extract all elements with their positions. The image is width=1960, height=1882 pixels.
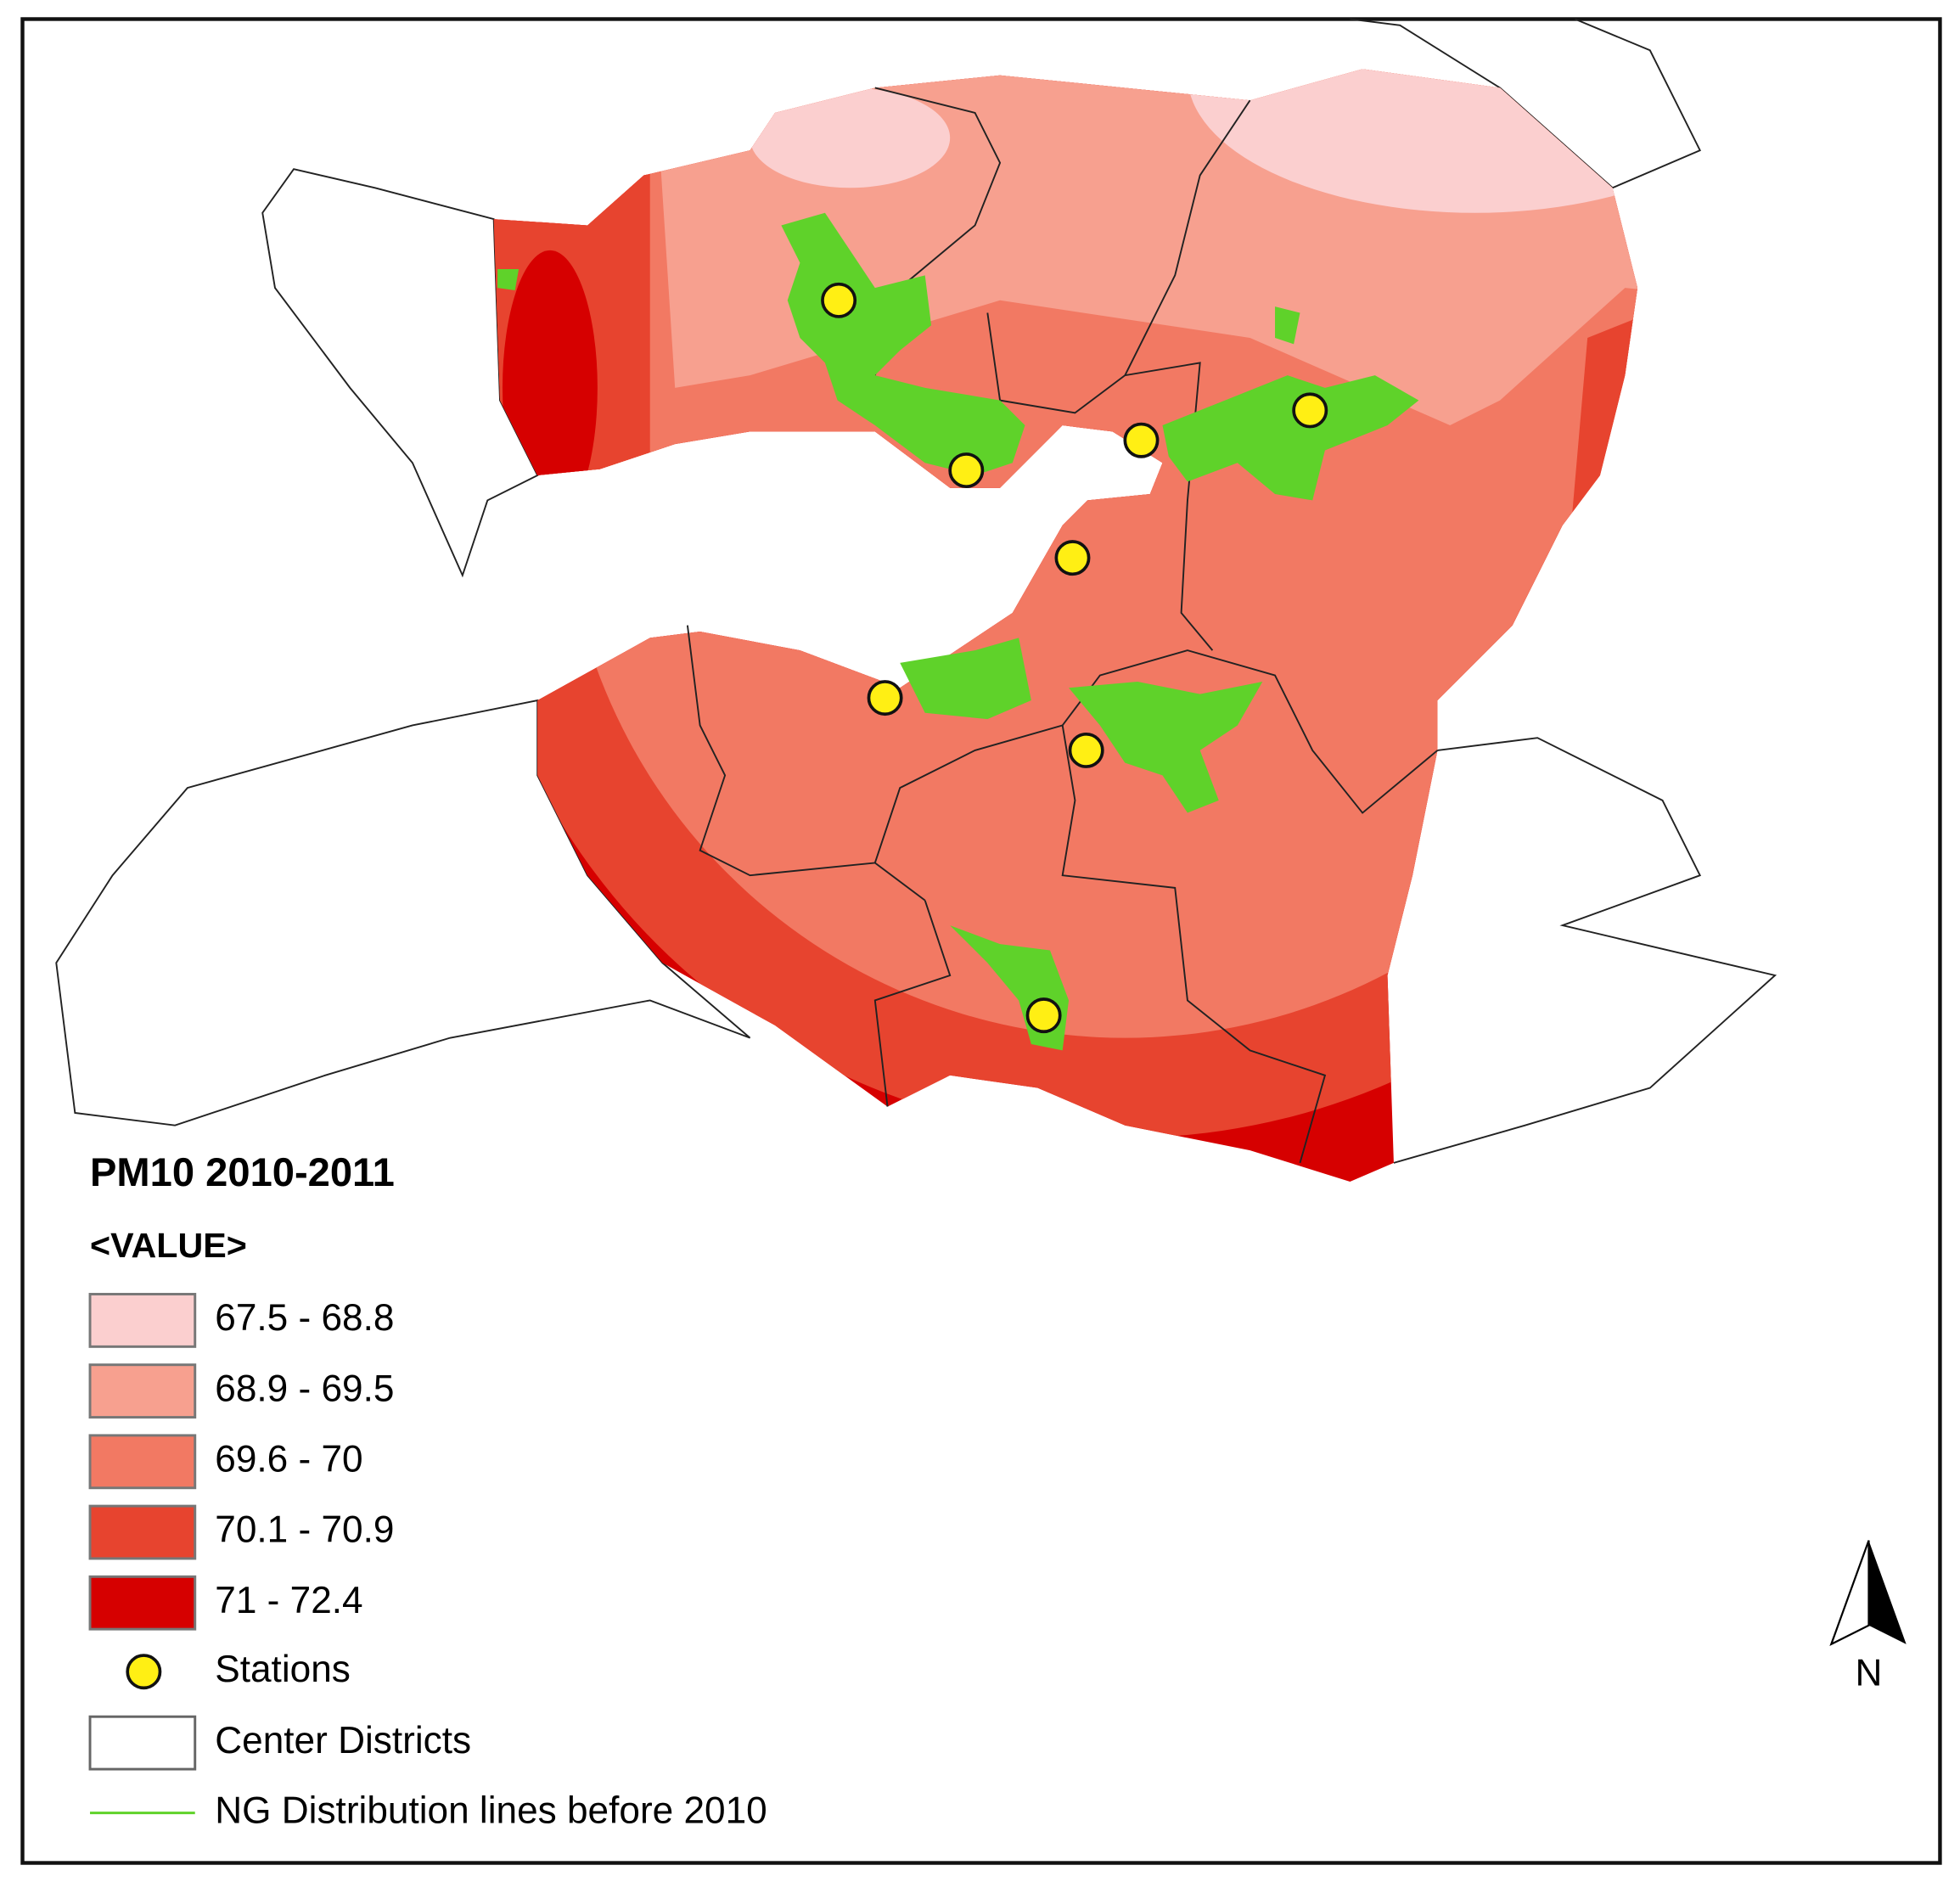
legend-subtitle: <VALUE> bbox=[90, 1226, 247, 1265]
legend-title: PM10 2010-2011 bbox=[90, 1149, 395, 1194]
legend-class-label: 68.9 - 69.5 bbox=[215, 1368, 394, 1409]
ng-lines bbox=[497, 212, 1419, 1051]
legend-lines: NG Distribution lines before 2010 bbox=[215, 1789, 767, 1831]
station bbox=[821, 282, 857, 318]
station bbox=[1292, 392, 1328, 429]
station bbox=[948, 452, 985, 489]
legend-class-label: 67.5 - 68.8 bbox=[215, 1297, 394, 1339]
legend-class-label: 70.1 - 70.9 bbox=[215, 1509, 394, 1551]
legend-swatch bbox=[88, 1504, 197, 1560]
station bbox=[1054, 540, 1091, 576]
legend-districts: Center Districts bbox=[215, 1720, 471, 1761]
legend-class-label: 69.6 - 70 bbox=[215, 1438, 362, 1480]
legend-stations: Stations bbox=[215, 1649, 351, 1690]
station bbox=[1068, 732, 1104, 768]
legend-swatch bbox=[88, 1293, 197, 1348]
station bbox=[1025, 997, 1062, 1034]
legend: PM10 2010-2011 <VALUE> Stations Center D… bbox=[88, 1149, 767, 1831]
districts bbox=[686, 87, 1439, 1164]
north-label: N bbox=[1856, 1652, 1883, 1694]
band-67-5-b bbox=[750, 87, 951, 188]
legend-class-label: 71 - 72.4 bbox=[215, 1580, 362, 1621]
north-arrow-left bbox=[1829, 1540, 1870, 1647]
station bbox=[1123, 422, 1160, 458]
legend-swatch bbox=[88, 1434, 197, 1490]
legend-swatch bbox=[88, 1575, 197, 1631]
station bbox=[867, 680, 903, 716]
stations bbox=[821, 282, 1328, 1034]
legend-station-symbol bbox=[126, 1654, 162, 1690]
frame bbox=[20, 17, 1942, 1865]
legend-districts-symbol bbox=[88, 1715, 197, 1771]
legend-swatch bbox=[88, 1363, 197, 1419]
